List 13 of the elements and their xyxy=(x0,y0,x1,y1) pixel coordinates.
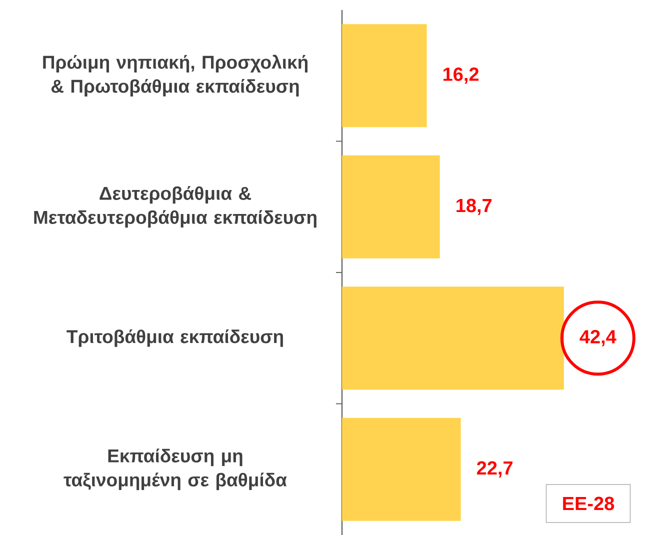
data-label: 42,4 xyxy=(580,330,616,346)
annotation: EE-28 xyxy=(563,496,614,510)
bar xyxy=(342,155,440,258)
bar xyxy=(342,286,564,390)
y-tick-label: Τριτοβάθμια εκπαίδευση xyxy=(66,329,283,347)
data-label: 22,7 xyxy=(476,461,512,478)
bar xyxy=(342,418,461,521)
bar xyxy=(342,24,427,128)
y-tick-label: Δευτεροβάθμια & Μεταδευτεροβάθμια εκπαίδευση xyxy=(34,186,316,228)
data-label: 16,2 xyxy=(444,68,479,84)
y-tick-label: Εκπαίδευση μη ταξινομημένη σε βαθμίδα xyxy=(64,448,287,490)
data-label: 18,7 xyxy=(456,198,492,215)
y-tick-label: Πρώιμη νηπιακή, Προσχολική & Πρωτοβάθμια εκπαίδευση xyxy=(43,54,308,96)
